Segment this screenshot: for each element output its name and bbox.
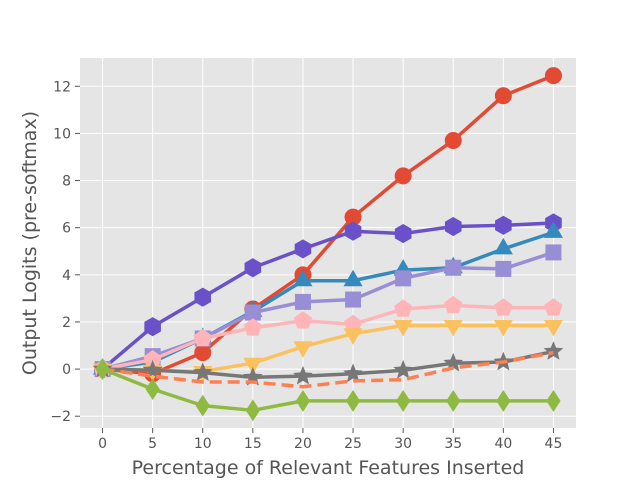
hexagon-marker: [394, 223, 412, 244]
pentagon-marker: [444, 295, 463, 314]
pentagon-marker: [494, 298, 513, 316]
circle-marker: [194, 344, 212, 362]
hexagon-marker: [495, 215, 512, 235]
x-tick-label: 35: [444, 436, 462, 452]
y-tick-label: 8: [62, 174, 71, 190]
square-marker: [244, 304, 261, 321]
star-marker: [293, 365, 313, 385]
series-line: [100, 73, 556, 376]
series-8: [102, 350, 554, 389]
diamond-marker: [446, 389, 461, 412]
y-tick-label: −2: [50, 409, 71, 425]
square-marker: [294, 293, 311, 310]
y-tick-label: 10: [53, 126, 71, 142]
circle-marker: [394, 167, 412, 185]
diamond-marker: [496, 389, 511, 412]
series-group: [92, 67, 564, 422]
circle-marker: [494, 87, 512, 105]
circle-marker: [444, 131, 462, 149]
series-line: [100, 303, 556, 371]
x-tick-label: 30: [394, 436, 412, 452]
triangle-up-marker: [543, 221, 563, 238]
triangle-down-marker: [443, 319, 463, 337]
hexagon-marker: [344, 221, 362, 241]
square-marker: [495, 260, 512, 277]
x-tick-label: 10: [194, 436, 212, 452]
x-axis-label: Percentage of Relevant Features Inserted: [132, 457, 525, 479]
y-tick-label: 6: [62, 221, 71, 237]
hexagon-marker: [194, 287, 212, 307]
y-axis-label: Output Logits (pre-softmax): [19, 111, 41, 375]
triangle-up-marker: [343, 269, 363, 287]
triangle-up-marker: [493, 237, 513, 255]
hexagon-marker: [144, 317, 161, 337]
x-axis-ticks: 0 5 10 15 20 25 30 35 40 45: [98, 428, 562, 452]
triangle-down-marker: [543, 319, 563, 337]
diamond-marker: [95, 358, 110, 381]
pentagon-marker: [193, 328, 212, 347]
hexagon-marker: [444, 216, 462, 237]
y-axis-ticks: −2 0 2 4 6 8 10 12: [50, 79, 80, 425]
triangle-down-marker: [293, 341, 313, 358]
series-line: [102, 350, 554, 389]
diamond-marker: [396, 389, 411, 412]
y-tick-label: 4: [62, 268, 71, 284]
square-marker: [395, 270, 412, 287]
x-tick-label: 20: [294, 436, 312, 452]
triangle-down-marker: [243, 357, 263, 375]
y-tick-label: 0: [62, 362, 71, 378]
x-tick-label: 45: [545, 436, 563, 452]
diamond-marker: [546, 389, 561, 412]
star-marker: [393, 359, 413, 379]
square-marker: [445, 259, 462, 276]
series-9: [95, 358, 561, 422]
circle-marker: [544, 67, 562, 85]
plot-area: [80, 58, 576, 428]
x-tick-label: 40: [494, 436, 512, 452]
series-line: [100, 221, 556, 371]
hexagon-marker: [244, 258, 262, 278]
series-4: [94, 244, 562, 378]
pentagon-marker: [293, 311, 313, 329]
triangle-up-marker: [293, 269, 313, 287]
triangle-down-marker: [493, 319, 513, 337]
diamond-marker: [145, 378, 160, 401]
series-5: [93, 295, 563, 377]
square-marker: [345, 291, 362, 308]
y-tick-label: 12: [53, 79, 71, 95]
x-tick-label: 5: [148, 436, 157, 452]
star-marker: [343, 363, 363, 383]
series-line: [100, 349, 556, 380]
x-tick-label: 15: [244, 436, 262, 452]
triangle-down-marker: [343, 328, 363, 345]
y-tick-label: 2: [62, 315, 71, 331]
diamond-marker: [195, 394, 210, 417]
x-tick-label: 0: [98, 436, 107, 452]
diamond-marker: [345, 389, 361, 412]
pentagon-marker: [544, 298, 563, 316]
series-line: [100, 367, 556, 413]
x-tick-label: 25: [344, 436, 362, 452]
hexagon-marker: [294, 239, 312, 259]
pentagon-marker: [243, 318, 262, 336]
pentagon-marker: [394, 299, 413, 317]
grid-lines: [80, 58, 576, 428]
triangle-down-marker: [393, 319, 413, 337]
square-marker: [545, 244, 562, 261]
star-marker: [192, 362, 213, 381]
diamond-marker: [245, 399, 260, 422]
star-marker: [142, 359, 163, 379]
diamond-marker: [295, 389, 311, 412]
